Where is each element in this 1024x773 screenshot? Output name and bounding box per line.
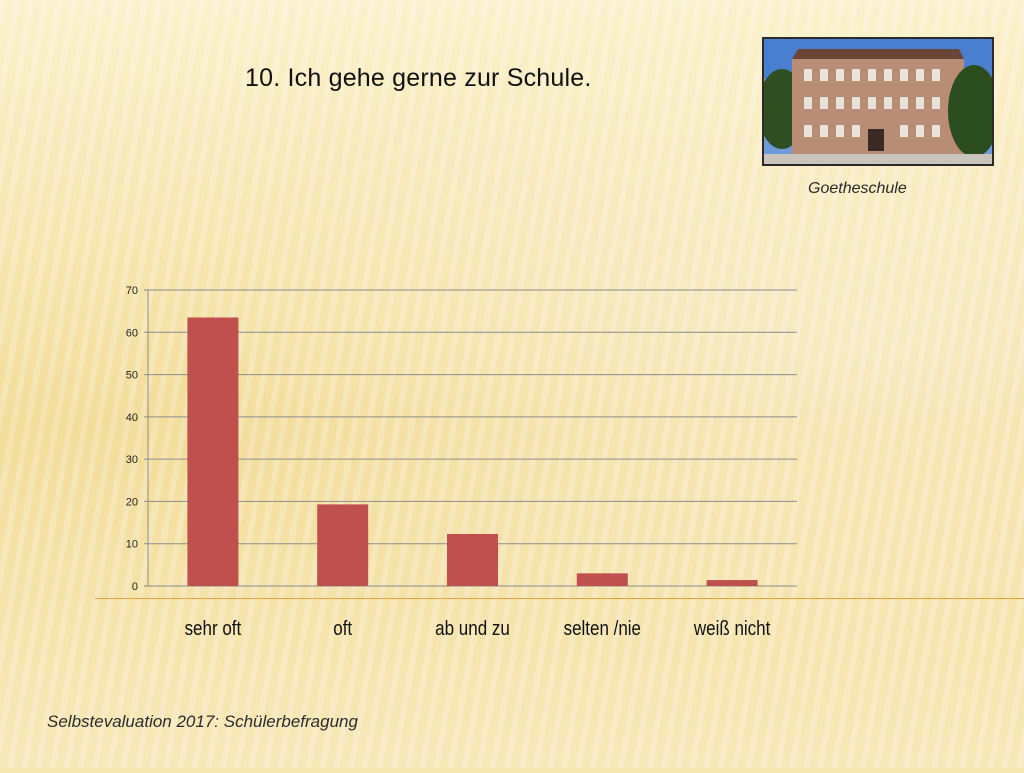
y-tick-label: 60 — [126, 327, 138, 339]
y-tick-label: 20 — [126, 496, 138, 508]
x-tick-label: selten /nie — [564, 617, 641, 640]
photo-caption: Goetheschule — [808, 180, 907, 197]
bar — [317, 504, 369, 586]
y-tick-label: 30 — [126, 454, 138, 466]
y-tick-label: 10 — [126, 539, 138, 551]
x-tick-label: oft — [333, 617, 353, 640]
y-tick-label: 40 — [126, 412, 138, 424]
y-tick-label: 70 — [126, 285, 138, 297]
slide-title: 10. Ich gehe gerne zur Schule. — [245, 64, 592, 92]
bar — [706, 580, 758, 586]
footer-divider — [95, 598, 1024, 599]
bar — [576, 573, 628, 586]
school-photo — [762, 37, 994, 166]
x-tick-label: sehr oft — [185, 617, 242, 640]
bar — [447, 533, 498, 586]
footer-text: Selbstevaluation 2017: Schülerbefragung — [47, 712, 358, 731]
y-tick-label: 0 — [132, 581, 138, 593]
y-tick-label: 50 — [126, 370, 138, 382]
x-tick-label: weiß nicht — [693, 617, 771, 640]
x-tick-label: ab und zu — [435, 617, 510, 640]
bar — [187, 317, 239, 586]
